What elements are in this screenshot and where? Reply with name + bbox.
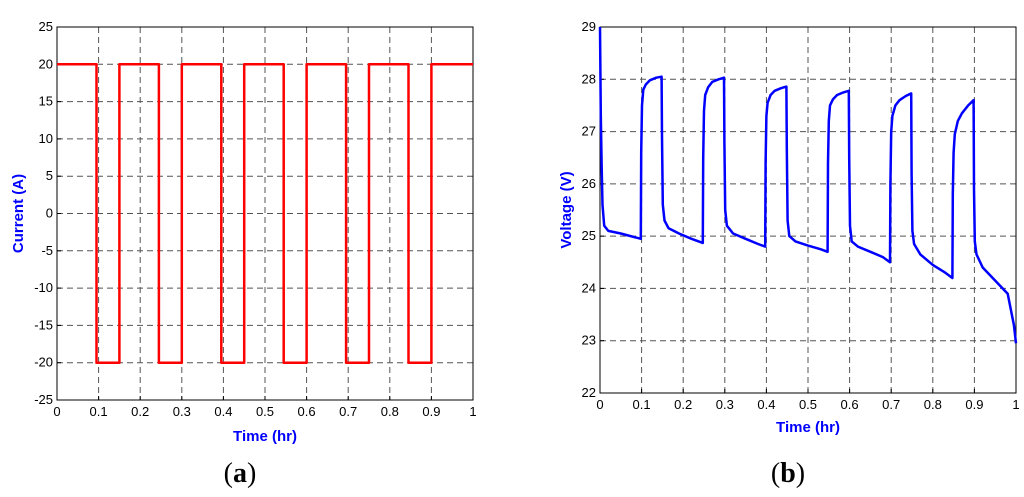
x-tick-label: 0.4 <box>757 397 775 412</box>
x-tick-label: 0.6 <box>841 397 859 412</box>
x-axis-label: Time (hr) <box>776 419 840 436</box>
y-axis-label: Current (A) <box>10 174 27 253</box>
y-tick-label: 0 <box>46 206 53 221</box>
chart-panel-a: 0 0.1 0.2 0.3 0.4 0.5 0.6 0.7 0.8 0.9 1 -25 -20 -15 -1… <box>10 19 477 489</box>
x-tick-label: 0.2 <box>131 404 149 419</box>
x-tick-label: 0.9 <box>965 397 983 412</box>
x-tick-label: 0.7 <box>339 404 357 419</box>
x-tick-label: 0.5 <box>799 397 817 412</box>
x-tick-label: 0.3 <box>716 397 734 412</box>
x-tick-label: 0.2 <box>674 397 692 412</box>
y-tick-label: 25 <box>582 228 596 243</box>
x-tick-label: 0 <box>596 397 603 412</box>
x-tick-label: 0.5 <box>256 404 274 419</box>
x-tick-label: 0.9 <box>422 404 440 419</box>
x-tick-label: 0.6 <box>298 404 316 419</box>
y-tick-label: -10 <box>34 280 53 295</box>
panel-label: (a) <box>224 458 257 489</box>
y-axis-label: Voltage (V) <box>558 171 575 248</box>
y-tick-label: 28 <box>582 71 596 86</box>
y-tick-label: 23 <box>582 333 596 348</box>
y-tick-label: -20 <box>34 355 53 370</box>
y-tick-label: 10 <box>39 131 53 146</box>
y-tick-label: 15 <box>39 94 53 109</box>
series-line <box>57 63 473 364</box>
x-tick-label: 0.1 <box>633 397 651 412</box>
x-tick-label: 0.8 <box>924 397 942 412</box>
chart-panel-b: 0 0.1 0.2 0.3 0.4 0.5 0.6 0.7 0.8 0.9 1 22 23 24 25 26 2… <box>558 19 1020 489</box>
x-tick-label: 0.1 <box>90 404 108 419</box>
y-tick-label: 5 <box>46 168 53 183</box>
y-tick-label: 26 <box>582 176 596 191</box>
x-tick-label: 0.7 <box>882 397 900 412</box>
x-tick-label: 1 <box>1012 397 1019 412</box>
x-tick-label: 1 <box>469 404 476 419</box>
x-tick-label: 0 <box>53 404 60 419</box>
y-tick-label: 22 <box>582 385 596 400</box>
series-line <box>598 26 1018 344</box>
y-tick-label: 20 <box>39 56 53 71</box>
y-tick-label: -5 <box>41 243 53 258</box>
x-axis-label: Time (hr) <box>233 428 297 445</box>
y-tick-label: 25 <box>39 19 53 34</box>
y-tick-label: -25 <box>34 392 53 407</box>
y-tick-label: 24 <box>582 280 596 295</box>
x-tick-label: 0.8 <box>381 404 399 419</box>
y-tick-label: 27 <box>582 124 596 139</box>
x-tick-label: 0.3 <box>173 404 191 419</box>
x-tick-label: 0.4 <box>214 404 232 419</box>
y-tick-label: 29 <box>582 19 596 34</box>
y-tick-label: -15 <box>34 317 53 332</box>
panel-label: (b) <box>771 458 805 489</box>
